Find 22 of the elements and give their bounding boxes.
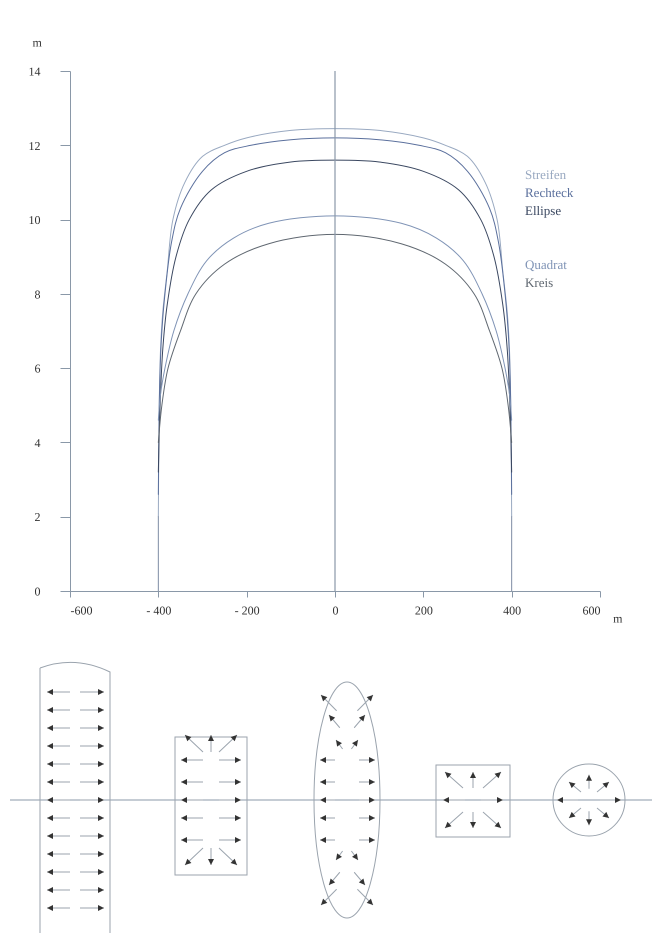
y-tick-label: 8: [34, 287, 40, 302]
x-tick-label: 600: [582, 604, 600, 618]
y-tick-label: 10: [28, 213, 40, 228]
text: Streifen: [525, 167, 567, 182]
y-tick-label: 2: [34, 510, 40, 524]
y-axis-title: m: [32, 36, 42, 50]
y-tick-label: 14: [28, 64, 40, 78]
x-tick-label: 400: [503, 604, 522, 618]
y-tick-label: 6: [34, 362, 40, 376]
text: Rechteck: [525, 185, 574, 200]
x-tick-label: -600: [70, 604, 92, 618]
x-tick-label: 0: [332, 604, 338, 618]
x-tick-label: - 400: [146, 604, 172, 618]
y-tick-label: 12: [28, 138, 40, 153]
x-tick-label: 200: [414, 604, 433, 618]
text: Quadrat: [525, 257, 568, 272]
x-tick-label: - 200: [234, 604, 260, 618]
text: Kreis: [525, 275, 554, 290]
text: Ellipse: [525, 203, 562, 218]
y-tick-label: 4: [34, 436, 40, 450]
x-axis-title: m: [613, 612, 624, 626]
y-tick-label: 0: [34, 584, 40, 598]
